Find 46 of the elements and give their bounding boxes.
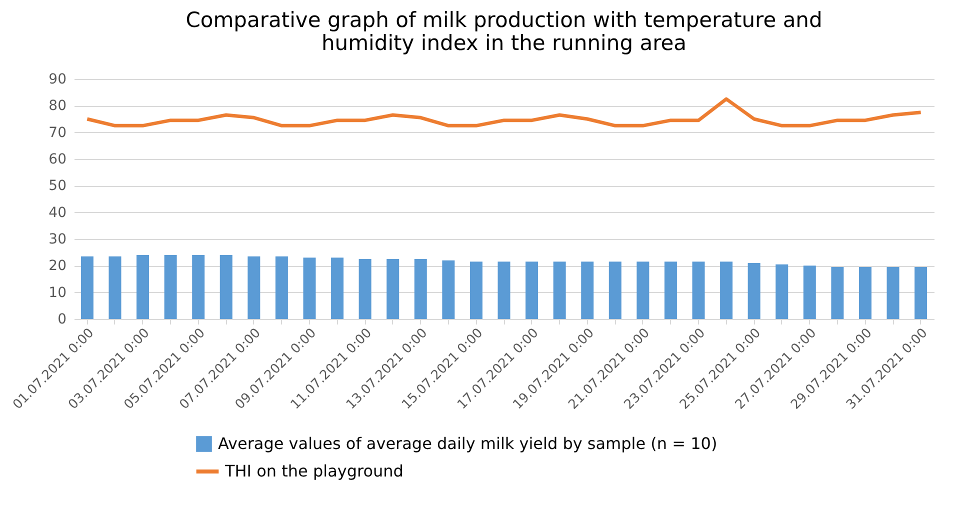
bar (108, 256, 122, 319)
y-tick-label: 90 (48, 72, 66, 88)
y-tick-label: 70 (48, 124, 66, 141)
bar (692, 262, 705, 319)
y-tick-label: 60 (48, 152, 66, 168)
y-tick-label: 50 (48, 178, 66, 194)
bar (414, 259, 427, 319)
bar (136, 255, 150, 319)
bar (442, 260, 455, 319)
y-tick-label: 80 (48, 98, 66, 114)
bar (386, 259, 400, 319)
bar (553, 262, 566, 319)
bar (192, 255, 205, 319)
bar (886, 267, 900, 319)
bar (248, 256, 260, 319)
line-series (85, 97, 923, 128)
bar (831, 267, 844, 319)
bar (275, 256, 288, 319)
bar (581, 262, 594, 319)
bar (858, 267, 872, 319)
bar (636, 262, 650, 319)
y-tick-label: 0 (58, 312, 66, 328)
bar (331, 258, 344, 319)
y-tick-label: 40 (48, 204, 66, 221)
bar (303, 258, 316, 319)
bar (608, 262, 622, 319)
bar (803, 266, 816, 319)
y-tick-label: 10 (48, 284, 66, 301)
y-tick-label: 30 (48, 232, 66, 248)
bar (470, 262, 482, 319)
bar (526, 262, 538, 319)
text: Comparative graph of milk production with temperature and (186, 8, 822, 32)
legend-label: THI on the playground (224, 462, 404, 480)
bar (220, 255, 232, 319)
bar (498, 262, 510, 319)
bar (664, 262, 677, 319)
y-tick-label: 20 (48, 258, 66, 274)
bar (80, 256, 94, 319)
bar (776, 264, 788, 319)
bar (914, 267, 928, 319)
legend-label: Average values of average daily milk yield by sample (n = 10) (218, 434, 718, 453)
bar (748, 263, 760, 319)
bar (720, 262, 733, 319)
text: humidity index in the running area (321, 31, 687, 55)
bar (358, 259, 372, 319)
bar (164, 255, 177, 319)
